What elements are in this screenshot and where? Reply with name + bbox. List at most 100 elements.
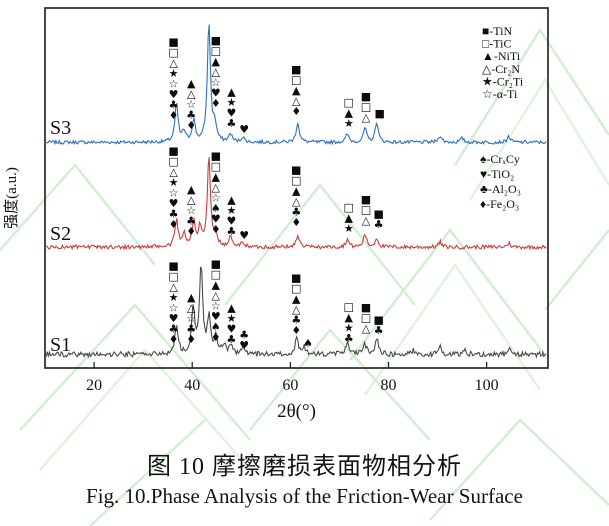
phase-marker: ★ [169, 67, 179, 80]
legend-entry: ♠-CrₓCy [480, 152, 520, 166]
phase-marker: ▲ [227, 86, 236, 99]
phase-marker: ♦ [169, 109, 179, 122]
x-tick-label: 100 [475, 377, 499, 394]
phase-marker: △ [362, 111, 371, 124]
phase-marker: ♥ [239, 229, 249, 242]
phase-marker: ☆ [186, 98, 196, 111]
phase-marker: □ [168, 46, 178, 59]
phase-marker: □ [211, 160, 221, 173]
phase-marker: ♣ [227, 333, 237, 346]
phase-marker: ▲ [212, 171, 221, 184]
phase-marker: △ [292, 195, 301, 208]
phase-marker: ☆ [169, 302, 179, 315]
legend-entry: ☆-α-Ti [482, 87, 518, 101]
phase-marker: □ [168, 155, 178, 168]
phase-marker: ▲ [212, 279, 221, 292]
legend-entry: ♣-Al₂O₃ [480, 182, 521, 196]
phase-marker: ▲ [292, 84, 301, 97]
phase-marker: △ [187, 88, 196, 101]
phase-marker: □ [344, 96, 354, 109]
phase-marker: △ [292, 95, 301, 108]
plot-frame [44, 7, 549, 369]
phase-marker: ♣ [169, 323, 179, 336]
phase-marker: ♥ [169, 312, 179, 325]
trace-S3 [45, 24, 547, 146]
phase-marker: ■ [168, 145, 178, 158]
phase-marker: ■ [373, 314, 383, 327]
phase-marker: ★ [344, 322, 354, 335]
phase-marker: ♥ [227, 215, 237, 228]
phase-marker: ▲ [292, 293, 301, 306]
phase-marker: ♠ [211, 321, 221, 334]
phase-marker: ▲ [345, 107, 354, 120]
phase-marker: ★ [227, 312, 237, 325]
phase-marker: ♣ [169, 208, 179, 221]
phase-marker: ▲ [212, 55, 221, 68]
legend-entry: □-TiC [482, 37, 512, 51]
phase-marker: △ [169, 281, 178, 294]
phase-marker: ♦ [291, 216, 301, 229]
phase-marker: ■ [361, 301, 371, 314]
phase-marker: ★ [227, 96, 237, 109]
phase-marker: ♦ [291, 105, 301, 118]
phase-marker: ♦ [291, 324, 301, 337]
caption-chinese: 图 10 摩擦磨损表面物相分析 [147, 454, 462, 480]
phase-marker: ♣ [291, 206, 301, 219]
legend-entry: ♥-TiO₂ [480, 167, 514, 181]
phase-marker: ▲ [187, 183, 196, 196]
phase-marker: ■ [211, 258, 221, 271]
phase-marker: ▲ [345, 311, 354, 324]
phase-marker: □ [361, 312, 371, 325]
phase-marker: □ [211, 45, 221, 58]
trace-S1 [45, 266, 547, 359]
trace-S2 [45, 157, 547, 251]
sample-label-S2: S2 [50, 223, 71, 245]
phase-marker: □ [291, 74, 301, 87]
legend-entry: △-Cr₂N [482, 62, 520, 76]
phase-marker: ▲ [345, 212, 354, 225]
legend-entry: ★-Cr₂Ti [482, 74, 524, 88]
phase-marker: ♦ [169, 333, 179, 346]
phase-marker: ■ [211, 34, 221, 47]
x-tick-label: 60 [282, 377, 298, 394]
phase-marker: □ [168, 270, 178, 283]
phase-marker: △ [212, 66, 221, 79]
phase-marker: ■ [374, 107, 384, 120]
phase-marker: △ [212, 181, 221, 194]
phase-marker: △ [292, 303, 301, 316]
phase-marker: ♥ [227, 107, 237, 120]
phase-marker: ♣ [186, 215, 196, 228]
phase-marker: ☆ [186, 312, 196, 325]
phase-marker: ■ [168, 36, 178, 49]
phase-marker: □ [344, 201, 354, 214]
phase-marker: ♦ [186, 333, 196, 346]
phase-marker: ★ [344, 117, 354, 130]
phase-marker: □ [361, 101, 371, 114]
phase-marker: □ [344, 301, 354, 314]
phase-marker: ♥ [169, 197, 179, 210]
phase-marker: ♣ [239, 329, 249, 342]
phase-marker: ▲ [227, 194, 236, 207]
phase-marker: ♣ [227, 225, 237, 238]
phase-marker: □ [361, 204, 371, 217]
phase-marker: ♥ [211, 87, 221, 100]
legend-entry: ■-TiN [482, 24, 512, 38]
phase-marker: ▲ [292, 185, 301, 198]
phase-marker: △ [362, 214, 371, 227]
phase-marker: ☆ [211, 192, 221, 205]
phase-marker: ■ [291, 164, 301, 177]
phase-marker: ■ [291, 272, 301, 285]
phase-marker: ♦ [186, 225, 196, 238]
phase-marker: ♣ [291, 314, 301, 327]
phase-marker: ♥ [211, 310, 221, 323]
phase-marker: △ [362, 322, 371, 335]
phase-marker: ■ [373, 208, 383, 221]
phase-marker: ♠ [211, 202, 221, 215]
phase-marker: ♦ [211, 331, 221, 344]
sample-label-S3: S3 [50, 117, 71, 139]
phase-marker: ☆ [211, 76, 221, 89]
phase-marker: ♦ [211, 97, 221, 110]
phase-marker: ♣ [374, 218, 384, 231]
